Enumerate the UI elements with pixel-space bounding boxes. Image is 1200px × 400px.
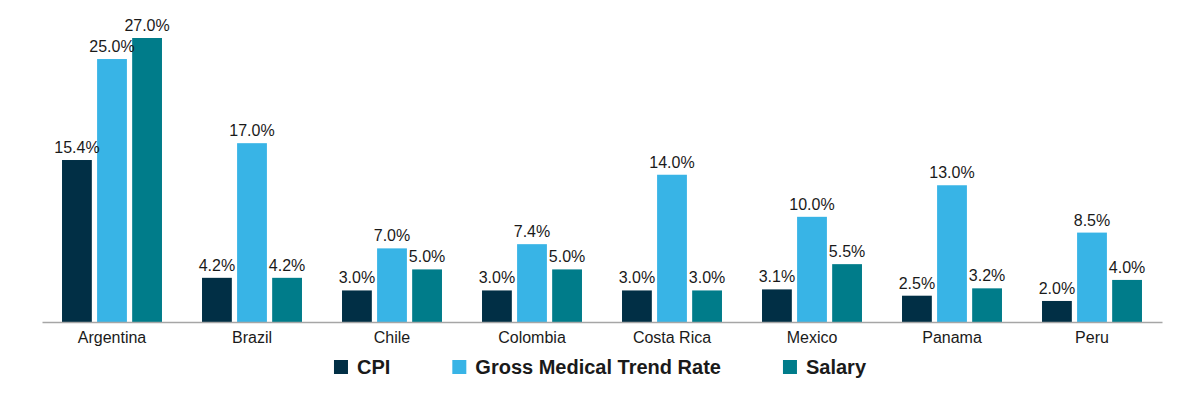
data-label: 3.0% (619, 269, 655, 286)
data-label: 13.0% (929, 164, 974, 181)
bar (1077, 233, 1107, 322)
data-label: 4.2% (269, 257, 305, 274)
data-label: 3.2% (969, 267, 1005, 284)
bar (762, 289, 792, 322)
data-label: 3.1% (759, 268, 795, 285)
x-tick-label: Brazil (232, 329, 272, 346)
x-tick-label: Panama (922, 329, 982, 346)
data-labels: 15.4% 4.2% 3.0% 3.0% 3.0% 3.1% 2.5% 2.0% 25.0% 17… (54, 17, 1145, 297)
x-tick: Mexico (787, 329, 838, 346)
x-tick: Colombia (498, 329, 566, 346)
bar (937, 185, 967, 322)
legend-label: CPI (357, 356, 390, 378)
bar (972, 288, 1002, 322)
data-label: 14.0% (649, 154, 694, 171)
bar (1042, 301, 1072, 322)
legend-item: Salary (783, 356, 867, 378)
legend-label: Gross Medical Trend Rate (475, 356, 721, 378)
x-tick: Argentina (78, 329, 147, 346)
legend-label: Salary (806, 356, 867, 378)
x-tick-label: Peru (1075, 329, 1109, 346)
data-label: 25.0% (89, 38, 134, 55)
data-label: 5.0% (549, 248, 585, 265)
legend-item: CPI (334, 356, 390, 378)
x-tick-label: Mexico (787, 329, 838, 346)
legend-swatch (452, 360, 466, 374)
bar (377, 248, 407, 322)
data-label: 7.0% (374, 227, 410, 244)
bar (272, 278, 302, 322)
data-label: 27.0% (124, 17, 169, 34)
bar (902, 296, 932, 322)
data-label: 8.5% (1074, 212, 1110, 229)
data-label: 3.0% (689, 269, 725, 286)
x-tick: Chile (374, 329, 411, 346)
data-label: 7.4% (514, 223, 550, 240)
x-axis-line (43, 322, 1163, 324)
x-tick: Brazil (232, 329, 272, 346)
data-label: 4.2% (199, 257, 235, 274)
data-label: 17.0% (229, 122, 274, 139)
x-tick: Costa Rica (633, 329, 711, 346)
bar (97, 59, 127, 322)
data-label: 2.0% (1039, 280, 1075, 297)
bar (517, 244, 547, 322)
bar (132, 38, 162, 322)
data-label: 5.5% (829, 243, 865, 260)
bar (482, 290, 512, 322)
legend-swatch (783, 360, 797, 374)
x-tick-label: Costa Rica (633, 329, 711, 346)
data-label: 15.4% (54, 139, 99, 156)
x-tick-label: Colombia (498, 329, 566, 346)
bar (202, 278, 232, 322)
bar (797, 217, 827, 322)
chart: Argentina Brazil Chile Colombia Costa Rica Me… (0, 0, 1200, 400)
legend-swatch (334, 360, 348, 374)
x-tick-label: Argentina (78, 329, 147, 346)
bar (342, 290, 372, 322)
x-axis: Argentina Brazil Chile Colombia Costa Rica Me… (43, 323, 1163, 347)
bar (1112, 280, 1142, 322)
x-tick-label: Chile (374, 329, 411, 346)
bar (622, 290, 652, 322)
bars (62, 38, 1142, 322)
bar (657, 175, 687, 322)
x-tick: Panama (922, 329, 982, 346)
data-label: 3.0% (339, 269, 375, 286)
data-label: 5.0% (409, 248, 445, 265)
bar (692, 290, 722, 322)
bar (237, 143, 267, 322)
legend: CPI Gross Medical Trend Rate Salary (334, 356, 867, 378)
data-label: 10.0% (789, 196, 834, 213)
bar (552, 269, 582, 322)
data-label: 2.5% (899, 275, 935, 292)
bar (832, 264, 862, 322)
bar (412, 269, 442, 322)
bar (62, 160, 92, 322)
legend-item: Gross Medical Trend Rate (452, 356, 721, 378)
data-label: 4.0% (1109, 259, 1145, 276)
x-tick: Peru (1075, 329, 1109, 346)
data-label: 3.0% (479, 269, 515, 286)
